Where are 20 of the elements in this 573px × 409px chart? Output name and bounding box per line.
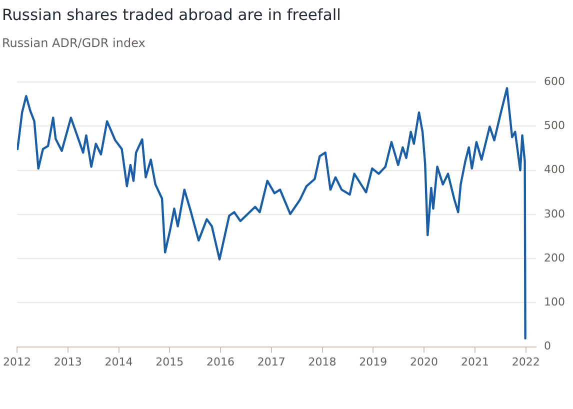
x-tick-label: 2021 — [460, 355, 489, 368]
x-tick-label: 2017 — [257, 355, 286, 368]
x-tick-label: 2019 — [359, 355, 388, 368]
x-tick-label: 2022 — [512, 355, 540, 368]
y-tick-label: 0 — [544, 340, 552, 353]
x-tick-label: 2015 — [156, 355, 184, 368]
chart-subtitle: Russian ADR/GDR index — [2, 36, 146, 50]
x-tick-label: 2016 — [206, 355, 235, 368]
x-tick-label: 2020 — [410, 355, 438, 368]
y-tick-label: 300 — [544, 207, 566, 220]
y-tick-label: 500 — [544, 118, 566, 132]
y-tick-label: 200 — [544, 251, 566, 264]
x-tick-label: 2018 — [308, 355, 336, 368]
x-tick-label: 2013 — [54, 355, 82, 368]
x-tick-label: 2014 — [104, 355, 133, 368]
y-tick-label: 400 — [544, 163, 566, 176]
y-tick-label: 600 — [544, 74, 566, 88]
y-tick-label: 100 — [544, 296, 566, 309]
x-tick-label: 2012 — [2, 355, 31, 368]
chart-title: Russian shares traded abroad are in freefall — [2, 6, 341, 24]
